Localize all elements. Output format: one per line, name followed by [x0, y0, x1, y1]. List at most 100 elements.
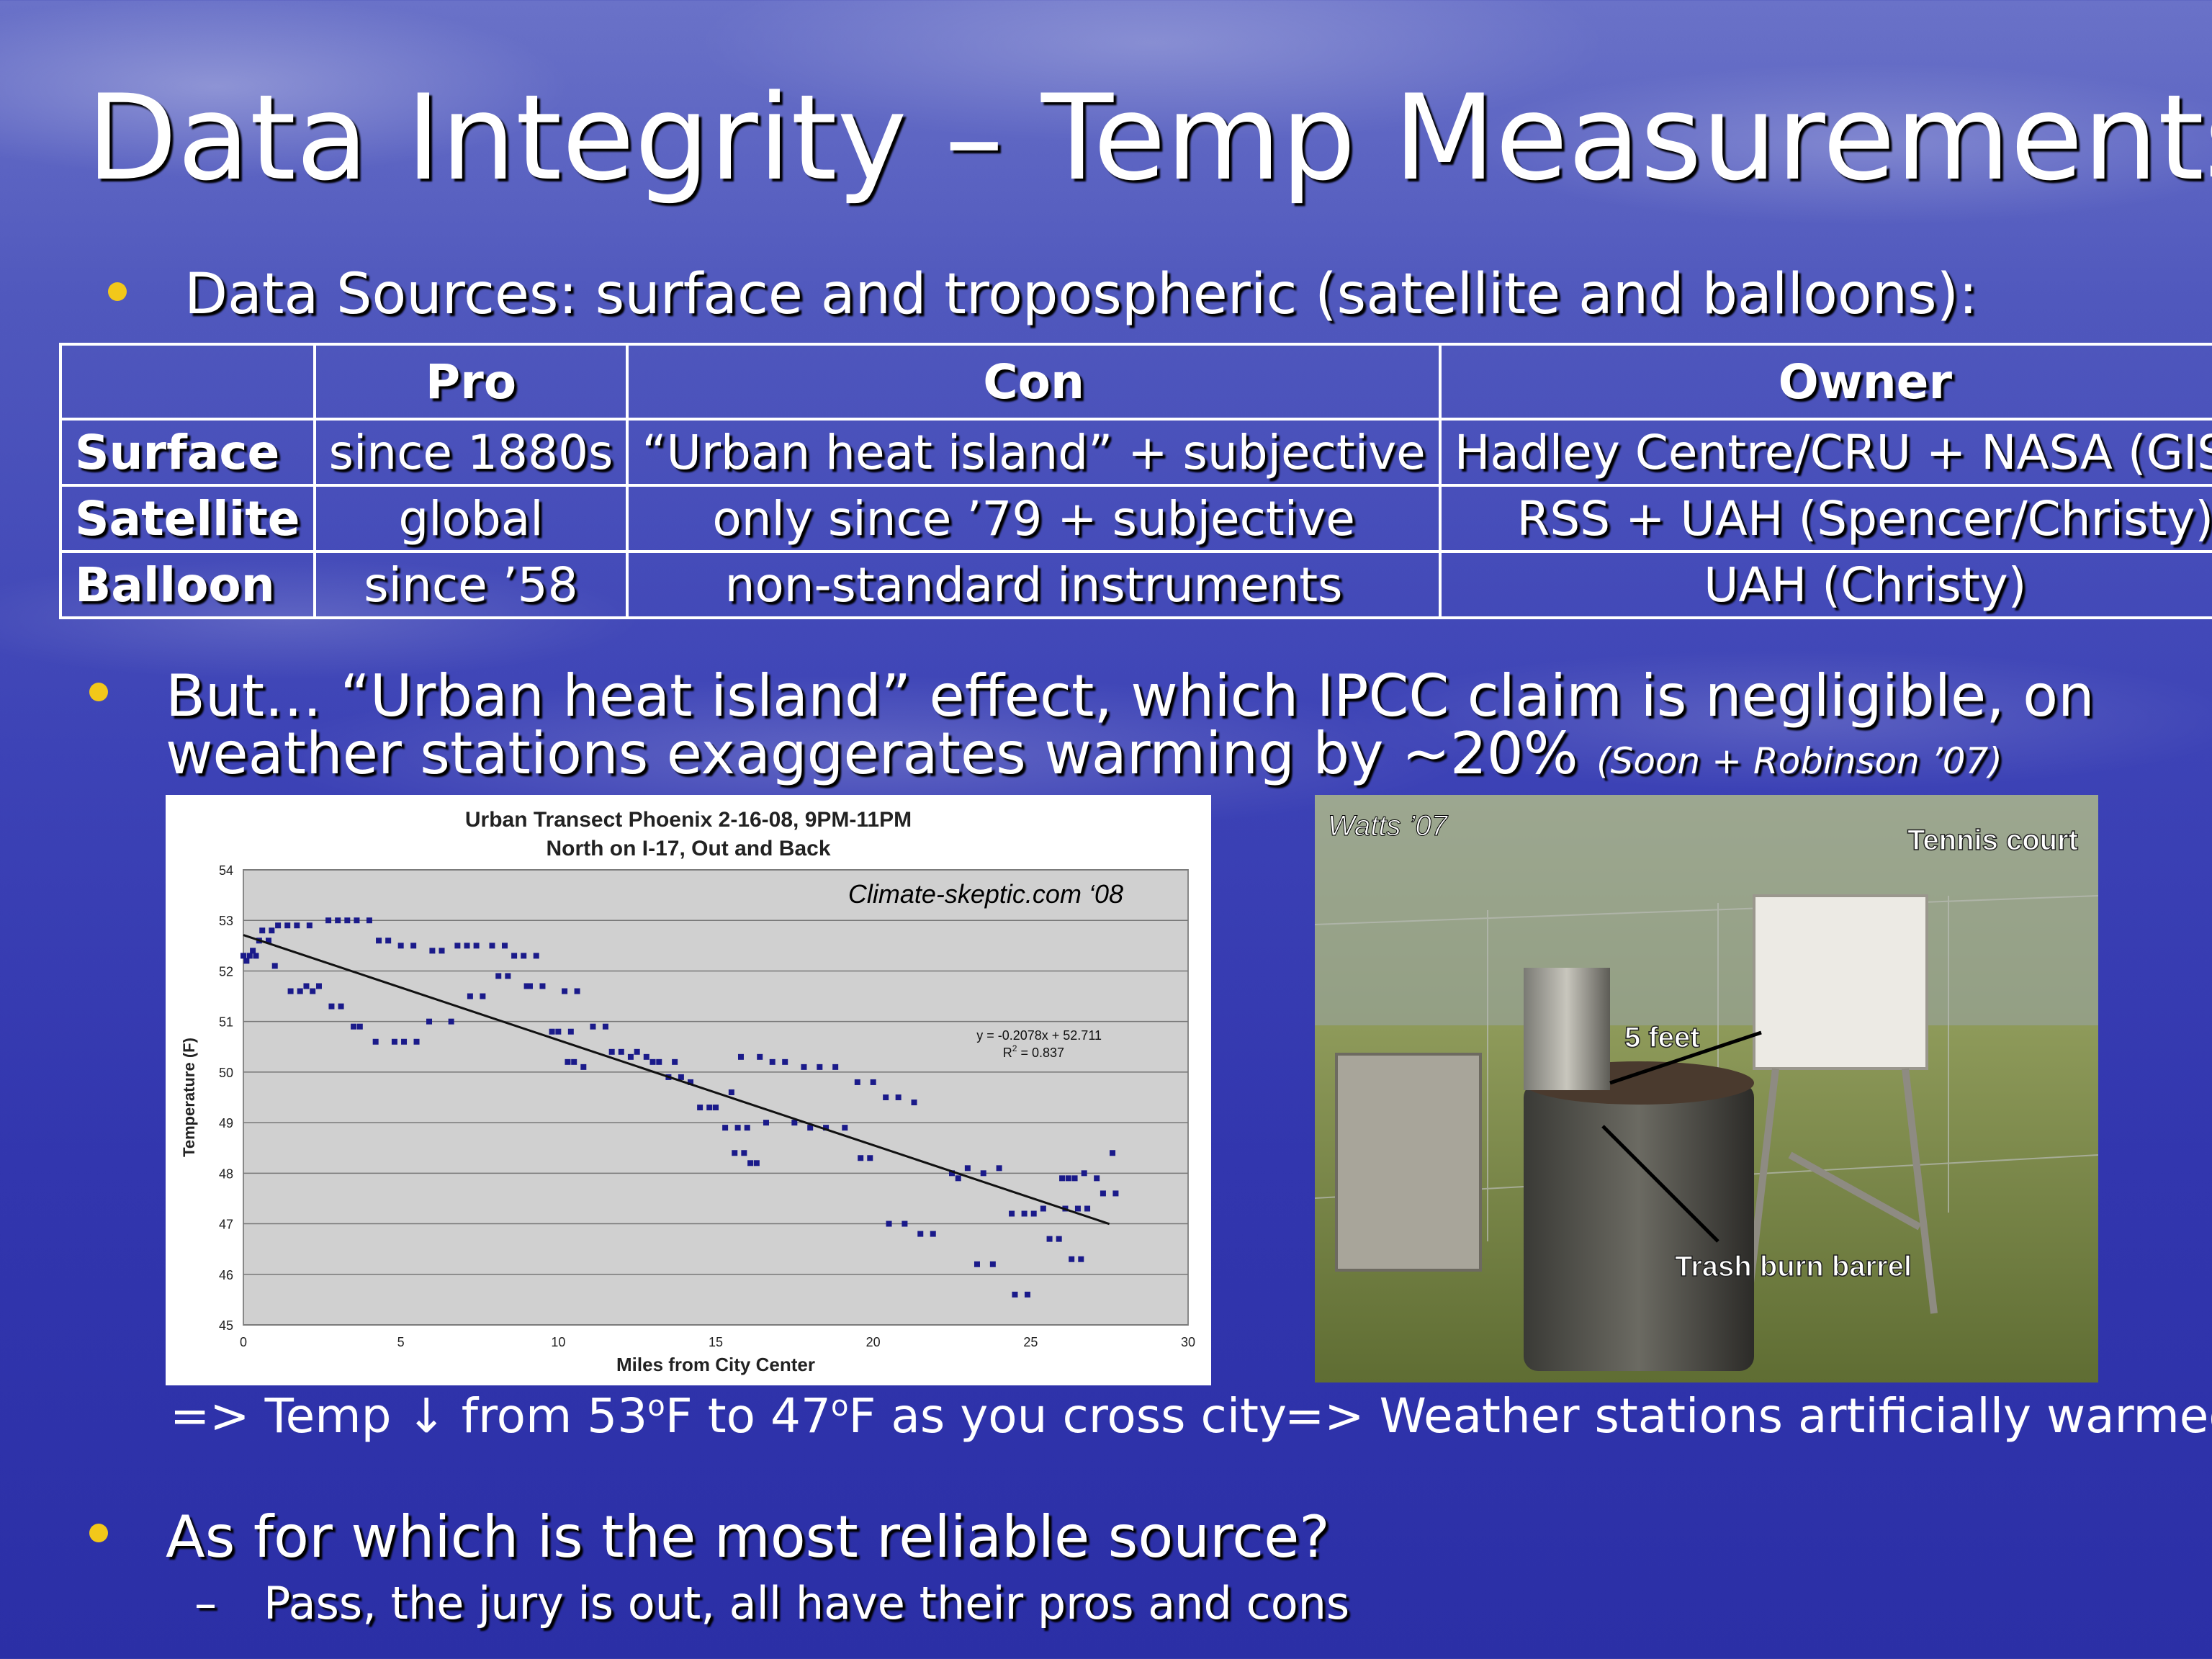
label-5-feet: 5 feet	[1624, 1022, 1700, 1053]
data-point	[980, 1170, 986, 1177]
label-trash-burn-barrel: Trash burn barrel	[1675, 1251, 1912, 1282]
citation-soon-robinson: (Soon + Robinson ’07)	[1596, 740, 2002, 782]
data-point	[678, 1074, 684, 1080]
caption-temp-drop: => Temp ↓ from 53oF to 47oF as you cross…	[170, 1388, 1287, 1444]
data-point	[1112, 1190, 1119, 1197]
sub-bullet-dash: –	[194, 1577, 217, 1629]
data-point	[1046, 1236, 1053, 1242]
data-point	[886, 1220, 892, 1227]
bullet-urban-heat-line2: weather stations exaggerates warming by …	[166, 720, 2002, 787]
gridlines	[243, 869, 1188, 1326]
caption-left-part-b: F to 47	[665, 1388, 831, 1444]
data-point	[590, 1023, 596, 1030]
data-point	[429, 948, 436, 954]
data-point	[753, 1160, 760, 1166]
data-point	[791, 1120, 798, 1126]
trash-burn-barrel	[1524, 1083, 1754, 1371]
y-tick-labels: 45 46 47 48 49 50 51 52 53 54	[219, 863, 233, 1333]
x-tick-label: 0	[240, 1335, 247, 1349]
data-point	[1071, 1175, 1078, 1182]
data-point	[801, 1064, 807, 1070]
data-point	[287, 988, 294, 994]
chart-annotation: Climate-skeptic.com ‘08	[848, 879, 1123, 909]
data-point	[870, 1079, 876, 1085]
data-point	[757, 1053, 763, 1060]
data-point	[454, 943, 461, 949]
table-row: Surface since 1880s “Urban heat island” …	[59, 418, 2212, 487]
data-point	[858, 1155, 864, 1161]
data-point	[672, 1058, 678, 1065]
data-point	[782, 1058, 788, 1065]
y-tick-label: 50	[219, 1066, 233, 1080]
data-point	[328, 1003, 335, 1010]
table-cell: “Urban heat island” + subjective	[626, 418, 1442, 487]
data-point	[1081, 1170, 1087, 1177]
data-point	[737, 1053, 744, 1060]
data-point	[526, 983, 533, 989]
data-point	[372, 1038, 379, 1045]
data-point	[706, 1105, 713, 1111]
regression-equation: y = -0.2078x + 52.711	[976, 1028, 1102, 1043]
table-cell: global	[313, 484, 629, 553]
label-tennis-court: Tennis court	[1907, 824, 2078, 856]
y-tick-label: 46	[219, 1268, 233, 1282]
y-tick-label: 48	[219, 1166, 233, 1181]
data-point	[391, 1038, 397, 1045]
data-point	[310, 988, 316, 994]
table-row-header: Satellite	[59, 484, 316, 553]
y-tick-label: 52	[219, 964, 233, 979]
data-points	[240, 917, 1119, 1298]
data-point	[480, 993, 486, 999]
data-point	[1074, 1205, 1081, 1212]
data-point	[565, 1058, 571, 1065]
table-cell: non-standard instruments	[626, 550, 1442, 619]
data-point	[376, 938, 382, 944]
data-point	[697, 1105, 703, 1111]
x-tick-label: 10	[551, 1335, 565, 1349]
caption-left-part-a: => Temp ↓ from 53	[170, 1388, 648, 1444]
data-point	[413, 1038, 420, 1045]
y-tick-label: 47	[219, 1218, 233, 1232]
data-point	[722, 1125, 729, 1131]
trendline	[243, 934, 1110, 1226]
data-point	[250, 948, 256, 954]
annotation-arrows	[1601, 1030, 1762, 1243]
data-point	[533, 953, 539, 959]
data-point	[385, 938, 392, 944]
data-point	[930, 1231, 936, 1237]
data-point	[741, 1150, 747, 1156]
data-point	[410, 943, 417, 949]
data-point	[634, 1048, 640, 1055]
chart-title: Urban Transect Phoenix 2-16-08, 9PM-11PM	[465, 808, 912, 832]
photo-illustration: Watts ’07 Tennis court 5 feet Trash burn…	[1315, 795, 2098, 1382]
data-point	[854, 1079, 860, 1085]
chart-svg: Urban Transect Phoenix 2-16-08, 9PM-11PM…	[180, 808, 1195, 1375]
data-point	[1012, 1291, 1018, 1298]
data-sources-table: Pro Con Owner Surface since 1880s “Urban…	[59, 343, 2212, 619]
data-point	[284, 922, 291, 929]
data-point	[523, 983, 530, 989]
y-tick-label: 51	[219, 1015, 233, 1030]
data-point	[618, 1048, 624, 1055]
table-cell: only since ’79 + subjective	[626, 484, 1442, 553]
data-point	[688, 1079, 694, 1085]
degree-sup-2: o	[830, 1390, 849, 1423]
bullet-data-sources: Data Sources: surface and tropospheric (…	[184, 262, 1978, 327]
data-point	[495, 973, 502, 979]
data-point	[356, 1023, 363, 1030]
data-point	[1030, 1210, 1037, 1217]
data-point	[1100, 1190, 1106, 1197]
bullet-dot-3	[89, 1524, 108, 1542]
table-header-cell: Pro	[313, 343, 629, 421]
data-point	[763, 1120, 769, 1126]
data-point	[832, 1064, 839, 1070]
data-point	[949, 1170, 955, 1177]
data-point	[265, 938, 271, 944]
data-point	[1078, 1256, 1084, 1262]
data-point	[911, 1100, 917, 1106]
table-header-row: Pro Con Owner	[59, 343, 2212, 421]
data-point	[539, 983, 546, 989]
data-point	[439, 948, 445, 954]
x-tick-label: 5	[397, 1335, 405, 1349]
data-point	[747, 1160, 754, 1166]
